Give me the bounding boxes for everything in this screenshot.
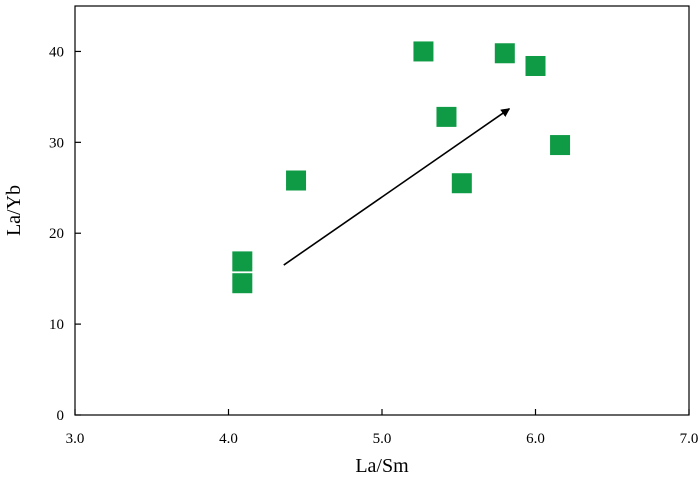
plot-frame — [74, 5, 690, 416]
data-point — [494, 43, 515, 64]
points-layer — [232, 41, 571, 294]
y-tick-label: 10 — [49, 317, 64, 333]
data-point — [413, 41, 434, 62]
data-point — [436, 106, 457, 127]
data-point — [550, 135, 571, 156]
annotation-layer — [283, 108, 511, 266]
data-point — [525, 55, 546, 76]
y-axis-label: La/Yb — [3, 185, 25, 236]
data-point — [451, 173, 472, 194]
x-axis-label: La/Sm — [355, 455, 409, 477]
x-tick-label: 7.0 — [680, 431, 699, 447]
x-tick-label: 6.0 — [526, 431, 545, 447]
trend-arrow — [283, 108, 511, 266]
data-point — [232, 251, 253, 272]
y-tick-label: 30 — [49, 135, 64, 151]
x-tick-label: 5.0 — [373, 431, 392, 447]
x-tick-label: 3.0 — [66, 431, 85, 447]
data-point — [232, 273, 253, 294]
y-tick-label: 0 — [57, 408, 65, 424]
x-tick-label: 4.0 — [219, 431, 238, 447]
ticks-layer: 3.0 4.0 5.0 6.0 7.0 0 10 20 30 40 — [49, 44, 698, 447]
y-tick-label: 40 — [49, 44, 64, 60]
y-tick-label: 20 — [49, 226, 64, 242]
data-point — [286, 170, 307, 191]
